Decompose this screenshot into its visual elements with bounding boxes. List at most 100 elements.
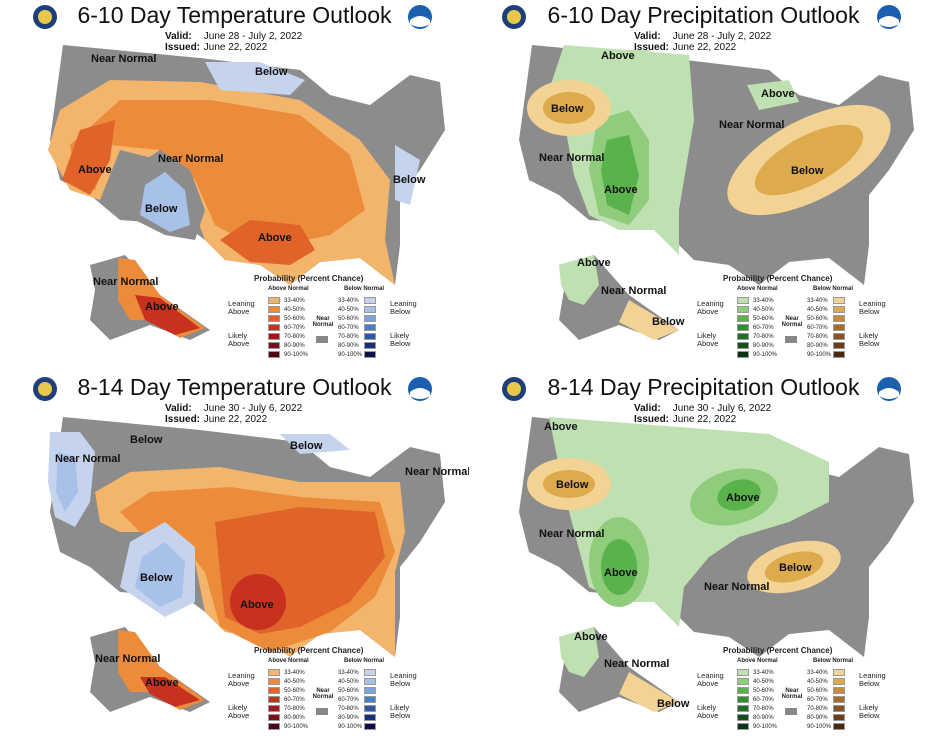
region-label: Near Normal — [539, 528, 604, 540]
valid-dates: June 28 - July 2, 2022 — [203, 31, 303, 42]
region-label: Below — [290, 440, 323, 452]
issued-date: June 22, 2022 — [672, 42, 737, 53]
panel-title: 8-14 Day Precipitation Outlook — [547, 374, 860, 400]
legend: Probability (Percent Chance) Above Norma… — [228, 274, 417, 359]
legend-below-col: 33-40% 40-50% 50-60% 60-70% 70-80% 80-90… — [338, 296, 380, 359]
legend-above-col: 33-40% 40-50% 50-60% 60-70% 70-80% 80-90… — [268, 296, 308, 359]
temp-below-east — [395, 145, 420, 205]
region-label: Above — [145, 677, 179, 689]
temp-above-hotspot-west — [62, 120, 115, 195]
alaska-above-core — [135, 295, 200, 335]
temp-below-loop-core — [135, 542, 185, 607]
temp-below-loop — [140, 172, 190, 232]
region-label: Above — [604, 184, 638, 196]
legend: Probability (Percent Chance) Above Norma… — [697, 646, 886, 731]
region-label: Near Normal — [539, 152, 604, 164]
precip-6-10-panel: Above Below Above Near Normal Near Norma… — [469, 0, 938, 371]
region-label: Below — [791, 165, 824, 177]
legend-above-col: 33-40% 40-50% 50-60% 60-70% 70-80% 80-90… — [737, 668, 777, 731]
region-label: Below — [130, 434, 163, 446]
temp-below-north — [205, 62, 305, 95]
temp-below-north — [280, 434, 350, 454]
region-label: Below — [255, 66, 288, 78]
panel-dates: Valid: June 28 - July 2, 2022 Issued: Ju… — [634, 31, 772, 53]
noaa-logo-icon — [876, 376, 902, 402]
issued-date: June 22, 2022 — [203, 42, 268, 53]
region-label: Above — [726, 492, 760, 504]
panel-dates: Valid: June 30 - July 6, 2022 Issued: Ju… — [165, 403, 303, 425]
region-label: Below — [393, 174, 426, 186]
precip-above-lakes — [747, 80, 799, 110]
region-label: Above — [577, 257, 611, 269]
region-label: Near Normal — [93, 276, 158, 288]
doc-seal-icon — [501, 4, 527, 30]
doc-seal-icon — [32, 4, 58, 30]
doc-seal-icon — [501, 376, 527, 402]
region-label: Below — [652, 316, 685, 328]
precip-6-10-map: Above Below Above Near Normal Near Norma… — [519, 45, 914, 340]
issued-date: June 22, 2022 — [203, 414, 268, 425]
region-label: Near Normal — [405, 466, 469, 478]
panel-title: 6-10 Day Temperature Outlook — [77, 2, 392, 28]
precip-above-midwest-core — [717, 479, 761, 511]
region-label: Below — [779, 562, 812, 574]
temp-above-hotspot-gulf — [220, 220, 315, 265]
region-label: Near Normal — [91, 53, 156, 65]
precip-below-east-core — [764, 551, 824, 583]
precip-8-14-map: Above Below Above Near Normal Above Near… — [519, 417, 914, 712]
panel-title: 6-10 Day Precipitation Outlook — [547, 2, 860, 28]
panel-dates: Valid: June 30 - July 6, 2022 Issued: Ju… — [634, 403, 772, 425]
alaska-below — [619, 300, 679, 340]
noaa-logo-icon — [407, 376, 433, 402]
region-label: Below — [556, 479, 589, 491]
precip-below-west-core — [543, 470, 595, 498]
region-label: Below — [140, 572, 173, 584]
region-label: Above — [145, 301, 179, 313]
region-label: Near Normal — [719, 119, 784, 131]
region-label: Above — [604, 567, 638, 579]
region-label: Near Normal — [55, 453, 120, 465]
legend: Probability (Percent Chance) Above Norma… — [228, 646, 417, 731]
region-label: Below — [657, 698, 690, 710]
precip-above-center — [601, 135, 639, 215]
temp-6-10-map: Near Normal Below Above Near Normal Belo… — [48, 45, 445, 340]
alaska-below — [619, 672, 679, 712]
valid-dates: June 28 - July 2, 2022 — [672, 31, 772, 42]
region-label: Near Normal — [604, 658, 669, 670]
region-label: Above — [544, 421, 578, 433]
panel-dates: Valid: June 28 - July 2, 2022 Issued: Ju… — [165, 31, 303, 53]
precip-below-west-core — [543, 92, 595, 124]
temp-8-14-map: Near Normal Below Below Near Normal Belo… — [48, 417, 469, 712]
temp-6-10-panel: Near Normal Below Above Near Normal Belo… — [0, 0, 469, 371]
precip-below-east-core — [754, 124, 864, 196]
temp-below-west-core — [56, 452, 78, 512]
region-label: Near Normal — [601, 285, 666, 297]
alaska-above — [559, 627, 599, 677]
region-label: Near Normal — [95, 653, 160, 665]
valid-dates: June 30 - July 6, 2022 — [203, 403, 303, 414]
legend: Probability (Percent Chance) Above Norma… — [697, 274, 886, 359]
precip-above-sw-core — [601, 539, 637, 595]
region-label: Near Normal — [158, 153, 223, 165]
region-label: Below — [145, 203, 178, 215]
region-label: Above — [761, 88, 795, 100]
legend-below-col: 33-40% 40-50% 50-60% 60-70% 70-80% 80-90… — [807, 668, 849, 731]
precip-8-14-panel: Above Below Above Near Normal Above Near… — [469, 372, 938, 743]
legend-above-col: 33-40% 40-50% 50-60% 60-70% 70-80% 80-90… — [737, 296, 777, 359]
noaa-logo-icon — [407, 4, 433, 30]
alaska-above — [559, 255, 599, 305]
valid-dates: June 30 - July 6, 2022 — [672, 403, 772, 414]
noaa-logo-icon — [876, 4, 902, 30]
region-label: Above — [574, 631, 608, 643]
precip-above-north — [599, 50, 659, 64]
legend-below-col: 33-40% 40-50% 50-60% 60-70% 70-80% 80-90… — [338, 668, 380, 731]
region-label: Near Normal — [704, 581, 769, 593]
region-label: Above — [258, 232, 292, 244]
region-label: Above — [240, 599, 274, 611]
legend-above-col: 33-40% 40-50% 50-60% 60-70% 70-80% 80-90… — [268, 668, 308, 731]
region-label: Below — [551, 103, 584, 115]
doc-seal-icon — [32, 376, 58, 402]
temp-above-core — [70, 100, 365, 250]
region-label: Above — [601, 50, 635, 62]
